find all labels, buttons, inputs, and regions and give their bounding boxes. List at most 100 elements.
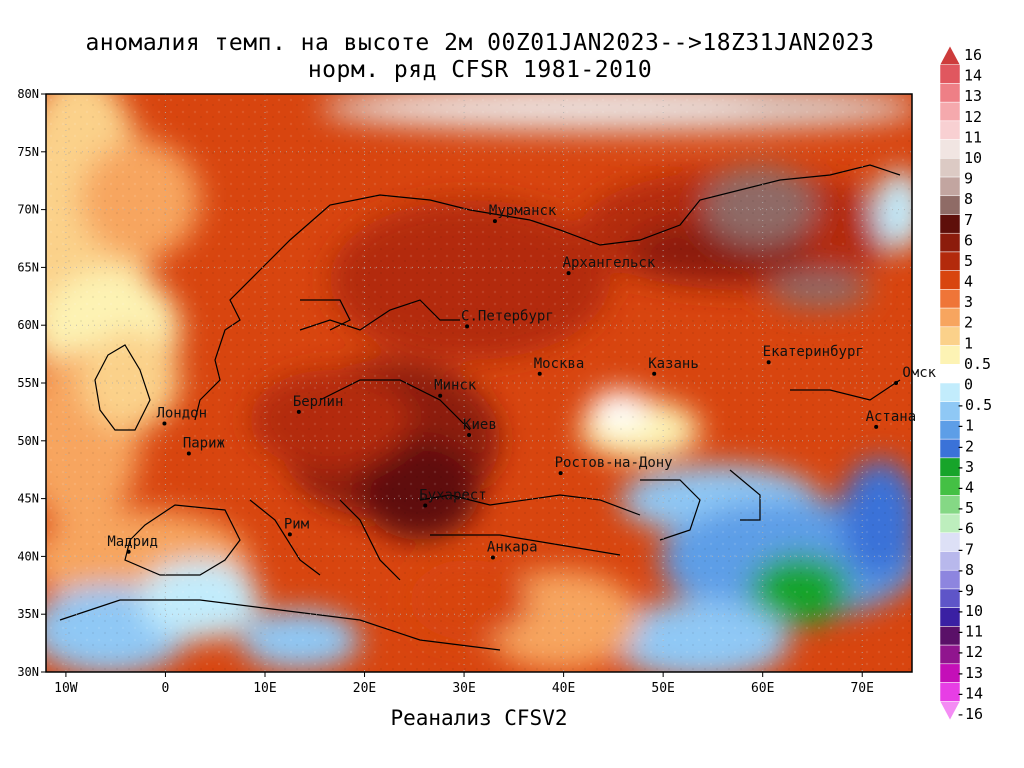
colorbar-label: -3 bbox=[956, 458, 974, 476]
colorbar-swatch bbox=[939, 251, 961, 271]
colorbar-swatch bbox=[939, 345, 961, 365]
y-tick-label: 65N bbox=[17, 260, 39, 274]
colorbar-label: 6 bbox=[964, 231, 973, 249]
colorbar-label: 5 bbox=[964, 252, 973, 270]
colorbar-label: -6 bbox=[956, 520, 974, 538]
city-dot bbox=[537, 371, 542, 376]
colorbar-swatch bbox=[939, 120, 961, 140]
colorbar-label: -7 bbox=[956, 540, 974, 558]
colorbar-label: -9 bbox=[956, 581, 974, 599]
y-tick-label: 40N bbox=[17, 549, 39, 563]
colorbar-swatch bbox=[939, 45, 961, 65]
city-label: С.Петербург bbox=[461, 308, 554, 324]
colorbar-label: -11 bbox=[956, 623, 983, 641]
colorbar-label: 13 bbox=[964, 87, 982, 105]
colorbar-label: -16 bbox=[956, 705, 983, 723]
x-tick-label: 60E bbox=[751, 681, 774, 696]
x-tick-label: 0 bbox=[162, 681, 170, 696]
city-label: Лондон bbox=[156, 405, 207, 421]
x-tick-label: 10W bbox=[54, 681, 78, 696]
city-dot bbox=[566, 271, 571, 276]
city-dot bbox=[126, 549, 131, 554]
map-title-line1: аномалия темп. на высоте 2м 00Z01JAN2023… bbox=[85, 30, 875, 56]
colorbar-label: -5 bbox=[956, 499, 974, 517]
colorbar-swatch bbox=[939, 158, 961, 178]
x-tick-label: 30E bbox=[452, 681, 475, 696]
city-dot bbox=[438, 393, 443, 398]
colorbar-swatch bbox=[939, 701, 961, 721]
y-tick-label: 30N bbox=[17, 665, 39, 679]
colorbar-label: 14 bbox=[964, 67, 982, 85]
colorbar-label: 8 bbox=[964, 190, 973, 208]
colorbar-label: 2 bbox=[964, 314, 973, 332]
y-tick-label: 80N bbox=[17, 87, 39, 101]
colorbar-label: 0.5 bbox=[964, 355, 991, 373]
city-label: Рим bbox=[284, 516, 310, 532]
y-tick-label: 35N bbox=[17, 607, 39, 621]
x-tick-label: 50E bbox=[651, 681, 674, 696]
colorbar-swatch bbox=[939, 176, 961, 197]
map-title-line2: норм. ряд CFSR 1981-2010 bbox=[307, 57, 653, 83]
colorbar-label: -12 bbox=[956, 643, 983, 661]
colorbar-label: -2 bbox=[956, 437, 974, 455]
city-label: Бухарест bbox=[419, 488, 486, 504]
colorbar-swatch bbox=[939, 364, 961, 384]
axis-ticks: 10W 0 10E 20E 30E 40E 50E 60E 70E 30N 35N 40N 45N 50N… bbox=[17, 87, 874, 696]
colorbar-label: 7 bbox=[964, 211, 973, 229]
city-label: Минск bbox=[434, 378, 477, 394]
city-dot bbox=[287, 532, 292, 537]
colorbar-swatch bbox=[939, 270, 961, 290]
colorbar-swatch bbox=[939, 83, 961, 103]
city-dot bbox=[162, 421, 167, 426]
colorbar: 16 14 13 12 11 10 9 8 7 6 5 4 3 2 1 0.5 0 -0.5 -1 -2 -3 -4 -5 -… bbox=[939, 45, 992, 723]
colorbar-swatch bbox=[939, 139, 961, 159]
city-dot bbox=[296, 409, 301, 414]
city-markers: Мурманск Архангельск С.Петербург Москва Каза… bbox=[107, 203, 937, 560]
colorbar-swatch bbox=[939, 64, 961, 84]
city-label: Казань bbox=[648, 356, 699, 372]
city-dot bbox=[652, 371, 657, 376]
city-label: Омск bbox=[902, 365, 936, 381]
x-tick-label: 40E bbox=[552, 681, 575, 696]
city-label: Мадрид bbox=[107, 534, 158, 550]
city-label: Москва bbox=[534, 356, 585, 372]
y-tick-label: 50N bbox=[17, 434, 39, 448]
colorbar-label: 10 bbox=[964, 149, 982, 167]
colorbar-swatch bbox=[939, 326, 961, 346]
colorbar-label: -13 bbox=[956, 664, 983, 682]
colorbar-swatch bbox=[939, 289, 961, 309]
city-label: Архангельск bbox=[563, 255, 656, 271]
colorbar-label: 0 bbox=[964, 376, 973, 394]
y-tick-label: 55N bbox=[17, 376, 39, 390]
colorbar-label: 12 bbox=[964, 108, 982, 126]
colorbar-swatch bbox=[939, 214, 961, 234]
x-tick-label: 70E bbox=[850, 681, 873, 696]
city-label: Астана bbox=[866, 409, 917, 425]
colorbar-label: 9 bbox=[964, 170, 973, 188]
x-tick-label: 10E bbox=[253, 681, 276, 696]
colorbar-swatch bbox=[939, 195, 961, 215]
city-dot bbox=[492, 219, 497, 224]
city-label: Мурманск bbox=[489, 203, 557, 219]
colorbar-label: -4 bbox=[956, 478, 974, 496]
city-dot bbox=[894, 381, 899, 385]
colorbar-label: -10 bbox=[956, 602, 983, 620]
y-tick-label: 70N bbox=[17, 203, 39, 217]
colorbar-label: 16 bbox=[964, 46, 982, 64]
city-dot bbox=[186, 451, 191, 456]
colorbar-label: -1 bbox=[956, 417, 974, 435]
colorbar-label: -8 bbox=[956, 561, 974, 579]
colorbar-label: 4 bbox=[964, 273, 973, 291]
colorbar-label: 11 bbox=[964, 128, 982, 146]
city-label: Киев bbox=[463, 417, 497, 433]
colorbar-swatch bbox=[939, 232, 961, 253]
city-dot bbox=[465, 324, 470, 329]
city-label: Анкара bbox=[487, 540, 538, 556]
city-dot bbox=[490, 555, 495, 560]
city-label: Париж bbox=[183, 436, 226, 452]
colorbar-swatch bbox=[939, 307, 961, 328]
colorbar-label: -0.5 bbox=[956, 396, 992, 414]
city-dot bbox=[558, 471, 563, 476]
city-label: Екатеринбург bbox=[763, 344, 864, 360]
